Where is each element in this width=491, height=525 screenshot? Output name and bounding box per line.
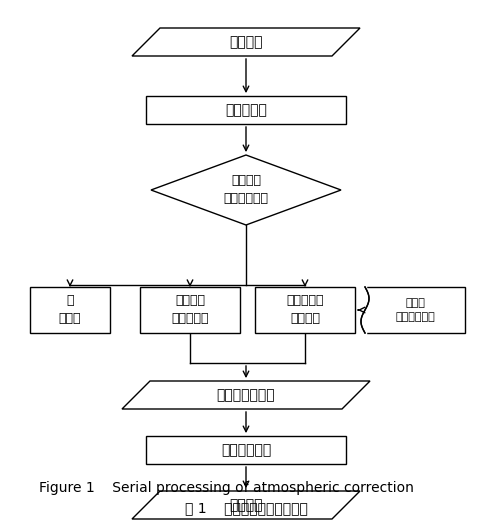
Bar bbox=[146, 96, 346, 124]
Text: 气溶胶光学厚度: 气溶胶光学厚度 bbox=[217, 388, 275, 402]
Text: 根据像元
类型选择算法: 根据像元 类型选择算法 bbox=[223, 174, 269, 205]
Bar bbox=[255, 287, 355, 333]
Polygon shape bbox=[132, 491, 360, 519]
Text: 亮目标区域
深蓝算法: 亮目标区域 深蓝算法 bbox=[286, 295, 324, 326]
Text: 数据预处理: 数据预处理 bbox=[225, 103, 267, 117]
Text: 云
不反演: 云 不反演 bbox=[59, 295, 81, 326]
Text: 卫星数据: 卫星数据 bbox=[229, 35, 263, 49]
Text: 地表信息计算: 地表信息计算 bbox=[221, 443, 271, 457]
Text: 地表参数: 地表参数 bbox=[229, 498, 263, 512]
Bar bbox=[30, 287, 110, 333]
Polygon shape bbox=[151, 155, 341, 225]
Text: 查找表
地表反射率库: 查找表 地表反射率库 bbox=[395, 298, 435, 322]
Bar bbox=[365, 287, 465, 333]
Bar bbox=[140, 287, 240, 333]
Text: 图 1    大气校正串行化处理流: 图 1 大气校正串行化处理流 bbox=[185, 501, 307, 515]
Polygon shape bbox=[122, 381, 370, 409]
Text: 浓密植被
暗目标算法: 浓密植被 暗目标算法 bbox=[171, 295, 209, 326]
Bar bbox=[146, 436, 346, 464]
Text: Figure 1    Serial processing of atmospheric correction: Figure 1 Serial processing of atmospheri… bbox=[39, 481, 413, 495]
Polygon shape bbox=[132, 28, 360, 56]
